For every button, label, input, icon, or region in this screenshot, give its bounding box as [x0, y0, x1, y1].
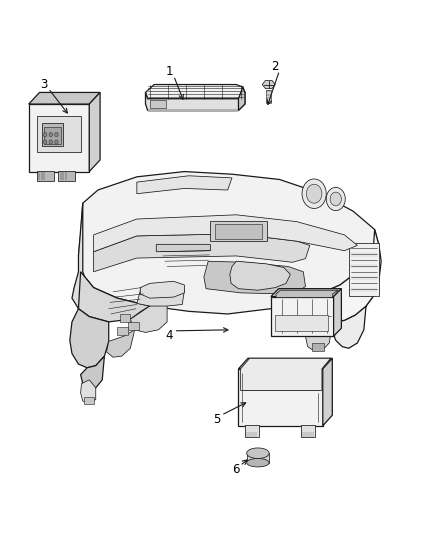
Bar — [42, 123, 64, 146]
Circle shape — [302, 179, 326, 208]
Polygon shape — [310, 230, 381, 322]
Polygon shape — [78, 272, 150, 322]
Polygon shape — [323, 358, 332, 426]
Polygon shape — [89, 92, 100, 172]
Text: 4: 4 — [166, 328, 173, 342]
Bar — [43, 172, 45, 180]
Polygon shape — [81, 356, 104, 389]
Polygon shape — [145, 85, 245, 99]
Bar — [275, 315, 328, 331]
Polygon shape — [334, 289, 341, 336]
Bar — [312, 343, 324, 351]
Polygon shape — [240, 358, 331, 391]
Bar — [303, 432, 314, 438]
Circle shape — [49, 133, 53, 137]
Polygon shape — [238, 87, 245, 110]
Bar — [29, 104, 89, 172]
Bar — [210, 221, 267, 241]
Bar — [84, 397, 95, 403]
Polygon shape — [262, 80, 275, 88]
Bar — [128, 322, 139, 330]
Bar — [65, 172, 67, 180]
Text: 6: 6 — [233, 463, 240, 476]
Circle shape — [326, 188, 345, 211]
Bar — [301, 425, 315, 438]
Polygon shape — [72, 203, 106, 320]
Bar — [350, 252, 377, 256]
Polygon shape — [106, 330, 134, 357]
Polygon shape — [78, 172, 379, 314]
Polygon shape — [94, 234, 310, 272]
Circle shape — [306, 184, 322, 203]
Bar — [246, 432, 258, 438]
Polygon shape — [131, 303, 167, 333]
Text: 1: 1 — [166, 65, 173, 78]
Bar — [350, 276, 377, 280]
Polygon shape — [29, 92, 100, 104]
Bar — [247, 453, 269, 463]
Polygon shape — [70, 309, 109, 368]
Bar — [238, 369, 323, 426]
Bar — [150, 100, 166, 108]
Polygon shape — [271, 289, 341, 296]
Circle shape — [43, 133, 47, 137]
Bar — [58, 171, 75, 181]
Bar — [350, 288, 377, 292]
Circle shape — [55, 133, 58, 137]
Bar — [266, 90, 271, 103]
Bar — [350, 264, 377, 268]
Polygon shape — [204, 261, 305, 294]
Bar — [44, 127, 61, 143]
Bar — [271, 296, 334, 336]
Bar — [215, 224, 262, 239]
Polygon shape — [81, 380, 96, 403]
Bar — [38, 172, 40, 180]
Polygon shape — [156, 244, 210, 252]
Bar — [117, 327, 128, 335]
Polygon shape — [137, 176, 232, 193]
Polygon shape — [238, 358, 332, 369]
Text: 3: 3 — [40, 78, 48, 91]
Polygon shape — [327, 259, 379, 348]
Bar — [41, 172, 42, 180]
Bar — [60, 172, 62, 180]
Bar — [36, 171, 54, 181]
Polygon shape — [145, 92, 245, 110]
Polygon shape — [140, 281, 184, 298]
Polygon shape — [230, 261, 290, 290]
Bar — [349, 243, 379, 295]
Circle shape — [43, 140, 47, 144]
Bar — [36, 116, 81, 151]
Polygon shape — [276, 290, 338, 297]
Circle shape — [55, 140, 58, 144]
Polygon shape — [305, 310, 332, 351]
Bar — [63, 172, 64, 180]
Circle shape — [49, 140, 53, 144]
Polygon shape — [94, 215, 357, 252]
Bar — [245, 425, 259, 438]
Bar — [120, 314, 131, 322]
Bar — [148, 109, 238, 112]
Polygon shape — [137, 285, 184, 306]
Text: 5: 5 — [213, 413, 220, 426]
Ellipse shape — [247, 458, 269, 467]
Ellipse shape — [247, 448, 269, 458]
Circle shape — [330, 192, 341, 206]
Text: 2: 2 — [272, 60, 279, 72]
